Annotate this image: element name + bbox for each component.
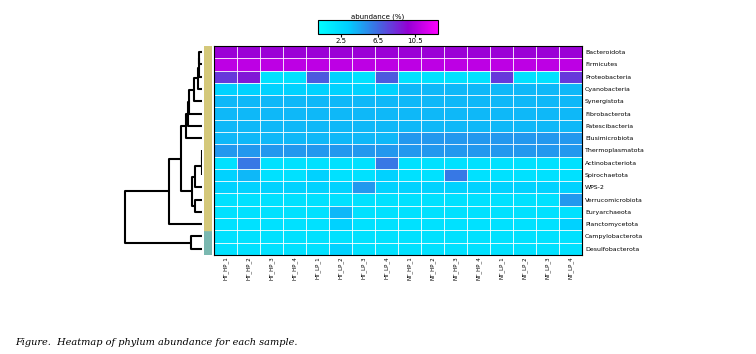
Bar <box>204 144 212 156</box>
X-axis label: abundance (%): abundance (%) <box>352 14 404 20</box>
Bar <box>204 132 212 144</box>
Bar <box>204 218 212 230</box>
Bar <box>204 95 212 108</box>
Bar <box>204 156 212 169</box>
Bar <box>204 108 212 120</box>
Bar <box>204 120 212 132</box>
Bar <box>204 58 212 70</box>
Bar <box>204 242 212 255</box>
Bar <box>204 70 212 83</box>
Text: Figure.  Heatmap of phylum abundance for each sample.: Figure. Heatmap of phylum abundance for … <box>15 338 298 347</box>
Bar <box>204 46 212 58</box>
Bar <box>204 193 212 206</box>
Bar <box>204 181 212 193</box>
Bar <box>204 230 212 242</box>
Bar <box>204 83 212 95</box>
Bar <box>204 206 212 218</box>
Bar <box>204 169 212 181</box>
